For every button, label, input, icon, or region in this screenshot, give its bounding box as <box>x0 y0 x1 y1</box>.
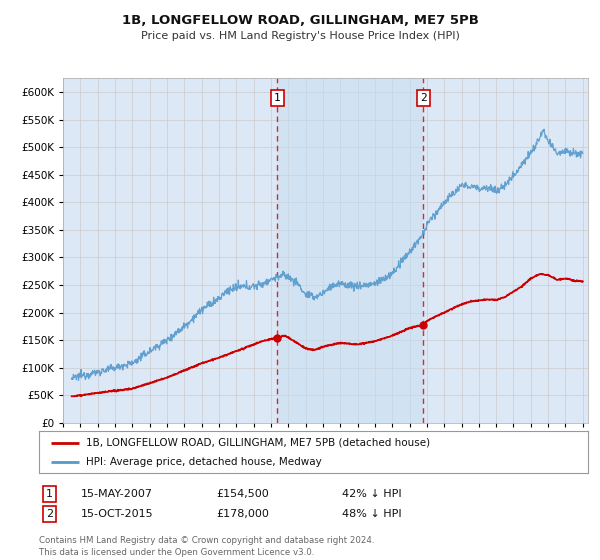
Text: Price paid vs. HM Land Registry's House Price Index (HPI): Price paid vs. HM Land Registry's House … <box>140 31 460 41</box>
Bar <box>277 78 423 423</box>
Text: HPI: Average price, detached house, Medway: HPI: Average price, detached house, Medw… <box>86 457 322 467</box>
Text: £154,500: £154,500 <box>216 489 269 499</box>
Text: 1B, LONGFELLOW ROAD, GILLINGHAM, ME7 5PB (detached house): 1B, LONGFELLOW ROAD, GILLINGHAM, ME7 5PB… <box>86 437 430 447</box>
Text: £178,000: £178,000 <box>216 509 269 519</box>
Text: 1: 1 <box>46 489 53 499</box>
Text: 48% ↓ HPI: 48% ↓ HPI <box>342 509 401 519</box>
Text: 2: 2 <box>46 509 53 519</box>
Text: 1: 1 <box>274 93 281 102</box>
Text: 15-OCT-2015: 15-OCT-2015 <box>81 509 154 519</box>
Text: 15-MAY-2007: 15-MAY-2007 <box>81 489 153 499</box>
Text: 42% ↓ HPI: 42% ↓ HPI <box>342 489 401 499</box>
Text: 2: 2 <box>420 93 427 102</box>
Text: Contains HM Land Registry data © Crown copyright and database right 2024.
This d: Contains HM Land Registry data © Crown c… <box>39 536 374 557</box>
Text: 1B, LONGFELLOW ROAD, GILLINGHAM, ME7 5PB: 1B, LONGFELLOW ROAD, GILLINGHAM, ME7 5PB <box>122 14 478 27</box>
